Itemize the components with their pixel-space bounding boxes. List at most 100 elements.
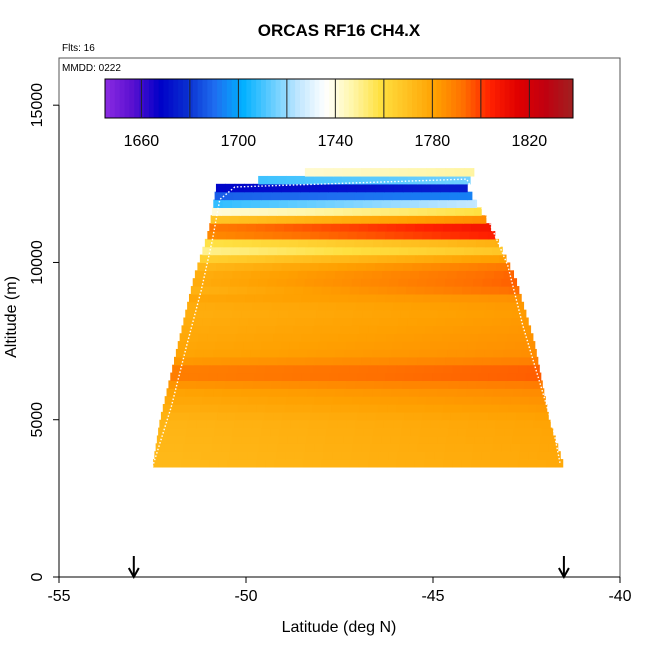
heatmap-cell: [452, 286, 463, 295]
colorbar-swatch: [538, 79, 545, 118]
heatmap-cell: [300, 262, 311, 271]
heatmap-cell: [314, 246, 325, 256]
heatmap-cell: [222, 199, 233, 209]
colorbar-swatch: [168, 79, 174, 118]
heatmap-cell: [452, 364, 463, 374]
heatmap-cell: [282, 372, 293, 382]
heatmap-cell: [409, 199, 420, 209]
heatmap-cell: [389, 443, 400, 452]
heatmap-cell: [314, 443, 325, 452]
heatmap-cell: [233, 191, 244, 201]
heatmap-cell: [379, 168, 390, 177]
heatmap-cell: [383, 419, 394, 429]
heatmap-cell: [257, 215, 268, 224]
heatmap-cell: [342, 207, 353, 216]
heatmap-cell: [327, 380, 338, 389]
heatmap-cell: [422, 411, 433, 421]
heatmap-cell: [213, 388, 224, 397]
heatmap-cell: [345, 238, 356, 248]
heatmap-cell: [229, 215, 240, 224]
heatmap-cell: [529, 443, 540, 452]
heatmap-cell: [480, 286, 491, 295]
heatmap-cell: [322, 215, 333, 224]
heatmap-cell: [342, 356, 353, 366]
heatmap-cell: [319, 293, 330, 303]
heatmap-cell: [430, 341, 441, 350]
heatmap-cell: [324, 207, 335, 216]
heatmap-cell: [460, 372, 471, 382]
colorbar-swatch: [280, 79, 286, 118]
heatmap-cell: [241, 435, 251, 444]
heatmap-cell: [426, 396, 437, 405]
heatmap-cell: [508, 325, 519, 334]
heatmap-cell: [191, 451, 202, 460]
heatmap-cell: [232, 427, 243, 437]
heatmap-cell: [378, 215, 389, 224]
colorbar-swatch: [134, 79, 140, 118]
heatmap-cell: [201, 451, 212, 460]
heatmap-cell: [420, 341, 431, 350]
heatmap-cell: [405, 223, 416, 232]
heatmap-cell: [308, 380, 319, 389]
heatmap-cell: [382, 427, 393, 437]
heatmap-cell: [202, 317, 213, 326]
colorbar-swatch: [504, 79, 511, 118]
heatmap-cell: [480, 364, 491, 374]
heatmap-cell: [418, 309, 429, 319]
heatmap-cell: [284, 286, 295, 295]
heatmap-cell: [435, 396, 446, 405]
heatmap-cell: [250, 199, 261, 209]
heatmap-cell: [527, 404, 538, 413]
heatmap-cell: [426, 168, 437, 177]
heatmap-cell: [377, 286, 388, 295]
heatmap-cell: [232, 238, 243, 248]
heatmap-cell: [226, 411, 237, 421]
heatmap-cell: [224, 419, 235, 429]
heatmap-cell: [312, 325, 323, 334]
heatmap-cell: [342, 246, 353, 256]
colorbar-swatch: [421, 79, 428, 118]
heatmap-cell: [188, 411, 199, 421]
heatmap-cell: [209, 364, 220, 374]
heatmap-cell: [456, 435, 467, 444]
heatmap-cell: [404, 293, 414, 303]
heatmap-cell: [341, 215, 352, 224]
heatmap-cell: [316, 199, 327, 209]
heatmap-cell: [291, 293, 302, 303]
heatmap-cell: [192, 396, 203, 405]
heatmap-cell: [249, 246, 260, 256]
heatmap-cell: [357, 293, 368, 303]
colorbar-swatch: [144, 79, 150, 118]
heatmap-cell: [206, 262, 217, 271]
heatmap-cell: [276, 396, 287, 405]
heatmap-cell: [361, 317, 371, 326]
heatmap-cell: [325, 388, 336, 397]
heatmap-cell: [366, 293, 377, 303]
heatmap-cell: [194, 270, 205, 279]
heatmap-cell: [447, 238, 458, 248]
heatmap-cell: [411, 341, 422, 350]
heatmap-cell: [342, 443, 353, 452]
heatmap-cell: [330, 459, 341, 468]
heatmap-cell: [375, 293, 386, 303]
heatmap-cell: [327, 301, 338, 311]
heatmap-cell: [481, 215, 487, 224]
heatmap-cell: [435, 168, 446, 177]
heatmap-cell: [414, 223, 425, 232]
heatmap-cell: [235, 293, 246, 303]
heatmap-cell: [489, 459, 500, 468]
heatmap-cell: [256, 286, 267, 295]
colorbar-swatch: [402, 79, 408, 118]
heatmap-cell: [454, 278, 465, 287]
heatmap-cell: [454, 356, 465, 366]
heatmap-cell: [218, 223, 229, 232]
heatmap-cell: [269, 388, 280, 397]
heatmap-cell: [216, 231, 227, 240]
heatmap-cell: [491, 317, 502, 326]
heatmap-cell: [260, 199, 270, 209]
heatmap-cell: [396, 223, 407, 232]
heatmap-cell: [386, 223, 397, 232]
colorbar-swatch: [392, 79, 399, 118]
heatmap-cell: [190, 364, 201, 374]
colorbar-swatch: [270, 79, 277, 118]
